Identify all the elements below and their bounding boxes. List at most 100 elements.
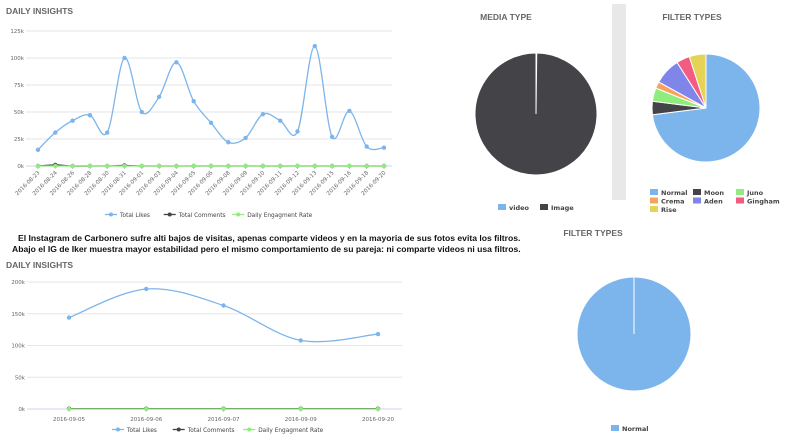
point-daily-engagment-rate: [295, 163, 300, 169]
legend-label-total-comments: Total Comments: [187, 428, 235, 434]
y-tick-label: 75k: [14, 83, 25, 89]
legend-marker-total-comments: [167, 212, 172, 217]
legend-label-daily-engagment-rate: Daily Engagment Rate: [258, 428, 323, 434]
point-total-likes: [66, 315, 72, 320]
legend-marker-daily-engagment-rate: [236, 212, 241, 217]
pie-slice-rise: [688, 53, 707, 109]
pie-slice-image: [474, 52, 598, 176]
point-daily-engagment-rate: [144, 406, 149, 412]
legend-label-video: video: [509, 204, 530, 212]
point-total-likes: [260, 111, 266, 117]
legend-swatch-aden: [693, 197, 701, 204]
point-daily-engagment-rate: [174, 163, 179, 169]
y-tick-label: 25k: [14, 137, 25, 143]
legend-label-aden: Aden: [704, 198, 723, 206]
point-daily-engagment-rate: [278, 163, 283, 169]
point-total-likes: [364, 144, 369, 149]
panel-divider: [612, 4, 626, 200]
y-tick-label: 50k: [14, 110, 25, 116]
point-daily-engagment-rate: [66, 406, 72, 412]
point-total-likes: [35, 147, 41, 152]
chart-title: MEDIA TYPE: [480, 12, 532, 22]
chart-title: FILTER TYPES: [563, 228, 623, 238]
legend-swatch-rise: [650, 206, 658, 212]
point-total-likes: [221, 303, 226, 308]
legend-swatch-juno: [736, 189, 744, 195]
legend-swatch-crema: [650, 197, 658, 204]
filter-types-pie-chart-bottom: FILTER TYPES Normal: [563, 228, 692, 433]
legend-swatch-video: [498, 204, 506, 210]
point-total-likes: [295, 129, 300, 134]
point-daily-engagment-rate: [208, 163, 214, 169]
legend-label-normal: Normal: [661, 189, 688, 197]
legend-label-normal: Normal: [622, 425, 649, 433]
legend-label-daily-engagment-rate: Daily Engagment Rate: [247, 213, 312, 219]
legend-swatch-normal: [611, 425, 619, 431]
caption: El Instagram de Carbonero sufre alti baj…: [12, 233, 572, 255]
y-tick-label: 0k: [18, 407, 25, 413]
point-daily-engagment-rate: [226, 163, 231, 169]
point-daily-engagment-rate: [381, 163, 387, 169]
point-total-likes: [312, 43, 317, 49]
point-total-likes: [243, 135, 248, 141]
chart-title: FILTER TYPES: [662, 12, 722, 22]
daily-insights-chart-bottom: DAILY INSIGHTS 0k 50k 100k 150k 200k 2016-09-0…: [6, 260, 402, 434]
point-total-likes: [329, 134, 335, 140]
point-daily-engagment-rate: [298, 406, 303, 412]
y-tick-label: 50k: [15, 375, 26, 381]
x-tick-label: 2016-09-07: [208, 417, 240, 423]
legend-label-total-likes: Total Likes: [119, 213, 150, 219]
point-daily-engagment-rate: [53, 163, 58, 169]
point-total-likes: [191, 99, 196, 104]
caption-line-1: El Instagram de Carbonero sufre alti baj…: [18, 233, 521, 243]
point-daily-engagment-rate: [87, 163, 93, 169]
point-daily-engagment-rate: [191, 163, 196, 169]
point-daily-engagment-rate: [70, 163, 75, 169]
series-line-total-likes: [37, 45, 385, 151]
x-tick-label: 2016-09-09: [285, 417, 317, 423]
legend-label-image: Image: [551, 204, 574, 212]
point-total-likes: [53, 130, 58, 135]
point-total-likes: [156, 94, 162, 100]
legend-swatch-normal: [650, 189, 658, 195]
point-daily-engagment-rate: [122, 163, 127, 169]
series-line-total-likes: [68, 288, 379, 343]
chart-title: DAILY INSIGHTS: [6, 260, 73, 270]
point-total-likes: [87, 113, 93, 118]
point-daily-engagment-rate: [364, 163, 369, 169]
point-total-likes: [278, 118, 283, 123]
legend-marker-total-likes: [109, 212, 113, 217]
media-type-pie-chart: MEDIA TYPE video Image: [474, 12, 598, 212]
point-total-likes: [375, 331, 381, 337]
daily-insights-chart-top: DAILY INSIGHTS0k25k50k75k100k125k2016-08…: [6, 6, 392, 219]
point-total-likes: [105, 130, 110, 135]
legend-marker-daily-engagment-rate: [247, 427, 252, 432]
point-total-likes: [139, 109, 144, 115]
point-daily-engagment-rate: [105, 163, 110, 169]
legend-label-moon: Moon: [704, 189, 724, 197]
point-total-likes: [381, 145, 387, 150]
point-daily-engagment-rate: [375, 406, 381, 412]
point-total-likes: [70, 118, 75, 123]
legend-swatch-gingham: [736, 197, 744, 204]
point-total-likes: [347, 108, 352, 114]
legend-label-crema: Crema: [661, 198, 685, 206]
y-tick-label: 200k: [11, 280, 25, 286]
legend-label-total-likes: Total Likes: [126, 428, 157, 434]
y-tick-label: 100k: [10, 56, 24, 62]
legend-marker-total-likes: [116, 427, 120, 432]
legend-swatch-image: [540, 204, 548, 210]
legend-label-rise: Rise: [661, 206, 677, 214]
legend-label-juno: Juno: [746, 189, 764, 197]
y-tick-label: 0k: [17, 164, 24, 170]
caption-line-2: Abajo el IG de Iker muestra mayor estabi…: [12, 244, 521, 254]
x-tick-label: 2016-09-20: [362, 417, 394, 423]
legend-label-gingham: Gingham: [747, 198, 780, 206]
legend-swatch-moon: [693, 189, 701, 195]
legend-marker-total-comments: [176, 427, 181, 432]
x-tick-label: 2016-09-05: [53, 417, 85, 423]
point-total-likes: [208, 120, 214, 126]
point-daily-engagment-rate: [347, 163, 352, 169]
filter-types-pie-chart-top: FILTER TYPES Normal Moon Juno Crema Aden Gingh…: [650, 12, 780, 214]
point-total-likes: [298, 338, 303, 343]
